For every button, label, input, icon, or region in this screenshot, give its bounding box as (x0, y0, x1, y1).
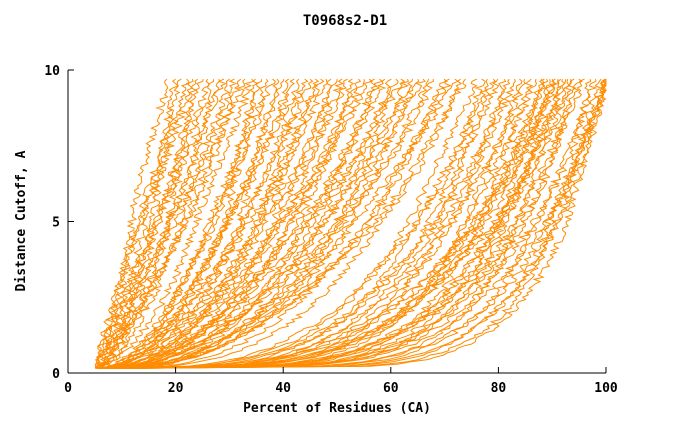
model-curve (102, 78, 516, 369)
model-curve (97, 78, 269, 369)
model-curve (95, 78, 255, 369)
model-curve (105, 78, 556, 369)
model-curve (107, 78, 362, 369)
x-axis-label: Percent of Residues (CA) (243, 401, 431, 416)
model-curve (102, 78, 355, 369)
curves-layer (94, 78, 608, 369)
x-tick-label: 20 (168, 381, 184, 396)
model-curve (112, 78, 585, 369)
model-curve (105, 79, 434, 369)
model-curve (102, 79, 365, 369)
model-curve (103, 78, 489, 369)
model-curve (96, 79, 204, 369)
model-curve (94, 78, 182, 369)
model-curve (108, 78, 557, 369)
model-curve (97, 78, 478, 369)
model-curve (114, 78, 607, 369)
model-curve (102, 79, 553, 369)
model-curve (109, 78, 463, 369)
model-curve (100, 78, 277, 369)
chart-title: T0968s2-D1 (303, 13, 387, 29)
model-curve (100, 78, 526, 369)
model-curve (103, 78, 387, 369)
x-tick-label: 0 (64, 381, 72, 396)
x-tick-label: 80 (491, 381, 507, 396)
y-tick-label: 5 (52, 216, 60, 231)
model-curve (109, 78, 448, 369)
model-curve (107, 78, 392, 369)
y-tick-label: 0 (52, 367, 60, 382)
axes-layer: 0 20 40 60 80 100 0 5 10 (44, 64, 618, 396)
model-curve (102, 78, 231, 369)
model-curve (99, 78, 320, 369)
y-axis-label: Distance Cutoff, A (14, 150, 29, 291)
model-curve (99, 78, 511, 369)
model-curve (104, 78, 546, 369)
model-curve (99, 78, 238, 369)
model-curve (104, 78, 467, 369)
model-curve (97, 78, 227, 369)
model-curve (109, 78, 584, 369)
x-tick-label: 60 (383, 381, 399, 396)
x-tick-label: 100 (594, 381, 618, 396)
model-curve (108, 78, 549, 369)
model-curve (105, 78, 420, 369)
model-curve (100, 78, 246, 369)
model-curve (106, 78, 328, 369)
model-curve (105, 79, 567, 369)
model-curve (107, 78, 378, 369)
y-tick-label: 10 (44, 64, 60, 79)
model-curve (110, 78, 598, 369)
model-curve (106, 78, 459, 369)
model-curve (102, 79, 338, 369)
model-curve (107, 78, 538, 369)
model-curve (103, 78, 452, 369)
model-curve (106, 78, 344, 369)
model-curve (100, 78, 290, 369)
model-curve (102, 78, 384, 369)
model-curve (94, 78, 169, 369)
model-curve (103, 78, 414, 369)
model-curve (108, 78, 426, 369)
model-curve (98, 78, 285, 369)
model-curve (112, 78, 607, 369)
model-curve (108, 78, 410, 369)
model-curve (97, 78, 190, 369)
model-curve (95, 78, 194, 369)
model-curve (103, 78, 295, 369)
model-curve (102, 79, 263, 369)
model-curve (101, 78, 500, 369)
model-curve (109, 78, 607, 369)
model-curve (101, 78, 325, 369)
model-curve (103, 78, 559, 369)
model-curve (102, 78, 399, 369)
x-tick-label: 40 (275, 381, 291, 396)
